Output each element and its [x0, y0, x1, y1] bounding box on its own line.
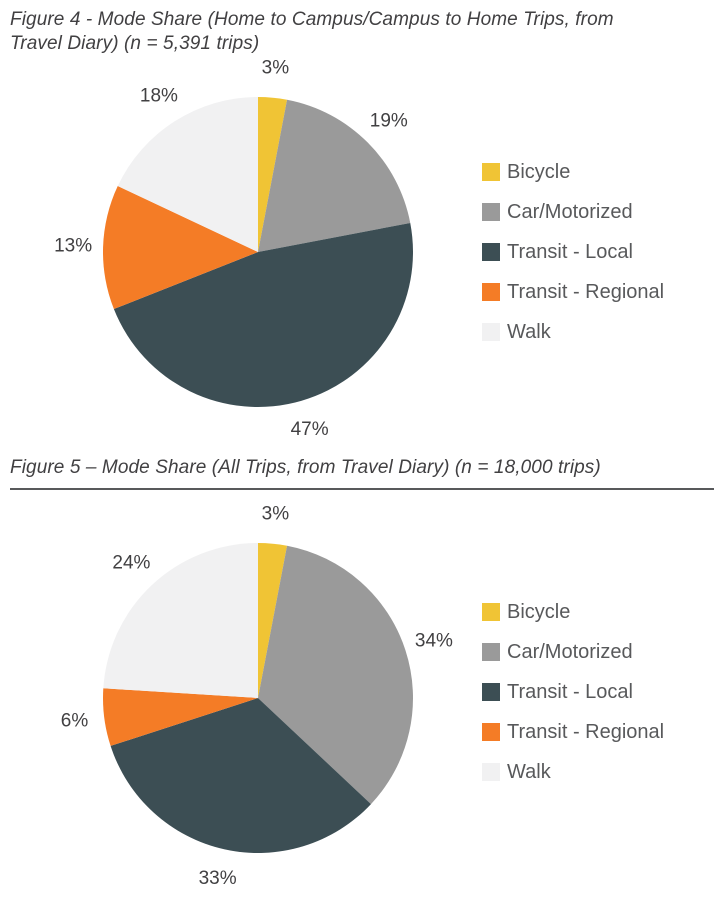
- legend-label-transit-local: Transit - Local: [507, 680, 633, 703]
- pie-slice-walk: [103, 542, 258, 698]
- figure-4-chart-area: 3% 19% 47% 13% 18% Bicycle Car/Motorized Trans…: [10, 56, 714, 448]
- legend-label-bicycle: Bicycle: [507, 160, 571, 183]
- figure-5-legend: Bicycle Car/Motorized Transit - Local Trans…: [482, 600, 664, 784]
- pie-slice-transit-regional: [103, 688, 258, 746]
- legend-item-car-motorized: Car/Motorized: [482, 200, 664, 224]
- pie-slice-transit-regional: [102, 185, 258, 309]
- legend-item-walk: Walk: [482, 320, 664, 344]
- pie-label-walk: 24%: [112, 552, 150, 573]
- figure-4-title: Figure 4 - Mode Share (Home to Campus/Ca…: [10, 9, 614, 54]
- figure-4-pie-chart: 3% 19% 47% 13% 18%: [54, 57, 413, 440]
- legend-label-car-motorized: Car/Motorized: [507, 200, 633, 223]
- figure-5-chart-area: 3% 34% 33% 6% 24% Bicycle Car/Motorized Transi…: [10, 490, 714, 894]
- legend-item-bicycle: Bicycle: [482, 600, 664, 624]
- pie-label-car-motorized: 19%: [370, 111, 408, 132]
- legend-swatch-car-motorized: [482, 642, 500, 661]
- pie-slice-bicycle: [258, 542, 288, 698]
- legend-swatch-walk: [482, 762, 500, 781]
- pie-label-transit-regional: 13%: [54, 236, 92, 257]
- pie-slice-car-motorized: [258, 545, 413, 804]
- pie-label-transit-local: 33%: [199, 868, 237, 889]
- legend-label-walk: Walk: [507, 760, 551, 783]
- legend-item-transit-local: Transit - Local: [482, 240, 664, 264]
- pie-slice-walk: [117, 96, 258, 252]
- pie-slice-transit-local: [113, 222, 413, 407]
- figure-5-title-rule: [10, 487, 714, 490]
- pie-label-bicycle: 3%: [262, 57, 290, 78]
- pie-slice-transit-local: [110, 697, 371, 853]
- legend-item-bicycle: Bicycle: [482, 160, 664, 184]
- legend-swatch-car-motorized: [482, 202, 500, 221]
- legend-item-walk: Walk: [482, 760, 664, 784]
- legend-swatch-bicycle: [482, 162, 500, 181]
- pie-label-walk: 18%: [140, 85, 178, 106]
- legend-swatch-walk: [482, 322, 500, 341]
- legend-label-walk: Walk: [507, 320, 551, 343]
- legend-item-transit-regional: Transit - Regional: [482, 720, 664, 744]
- pie-label-bicycle: 3%: [262, 503, 290, 524]
- legend-swatch-transit-local: [482, 682, 500, 701]
- legend-item-car-motorized: Car/Motorized: [482, 640, 664, 664]
- figure-4: Figure 4 - Mode Share (Home to Campus/Ca…: [10, 8, 714, 448]
- legend-label-transit-regional: Transit - Regional: [507, 280, 665, 303]
- page: Figure 4 - Mode Share (Home to Campus/Ca…: [10, 8, 714, 894]
- legend-label-car-motorized: Car/Motorized: [507, 640, 633, 663]
- pie-label-transit-regional: 6%: [61, 711, 89, 732]
- legend-item-transit-regional: Transit - Regional: [482, 280, 664, 304]
- figure-5: Figure 5 – Mode Share (All Trips, from T…: [10, 456, 714, 894]
- figure-4-legend: Bicycle Car/Motorized Transit - Local Trans…: [482, 160, 664, 344]
- pie-label-car-motorized: 34%: [415, 630, 453, 651]
- pie-slice-bicycle: [258, 96, 288, 252]
- legend-swatch-transit-regional: [482, 722, 500, 741]
- pie-label-transit-local: 47%: [291, 419, 329, 440]
- legend-swatch-transit-local: [482, 242, 500, 261]
- figure-5-pie-chart: 3% 34% 33% 6% 24%: [61, 503, 453, 889]
- legend-item-transit-local: Transit - Local: [482, 680, 664, 704]
- pie-slice-car-motorized: [258, 99, 411, 252]
- legend-label-transit-local: Transit - Local: [507, 240, 633, 263]
- legend-label-transit-regional: Transit - Regional: [507, 720, 665, 743]
- legend-label-bicycle: Bicycle: [507, 600, 571, 623]
- legend-swatch-bicycle: [482, 602, 500, 621]
- figure-5-title: Figure 5 – Mode Share (All Trips, from T…: [10, 456, 601, 478]
- legend-swatch-transit-regional: [482, 282, 500, 301]
